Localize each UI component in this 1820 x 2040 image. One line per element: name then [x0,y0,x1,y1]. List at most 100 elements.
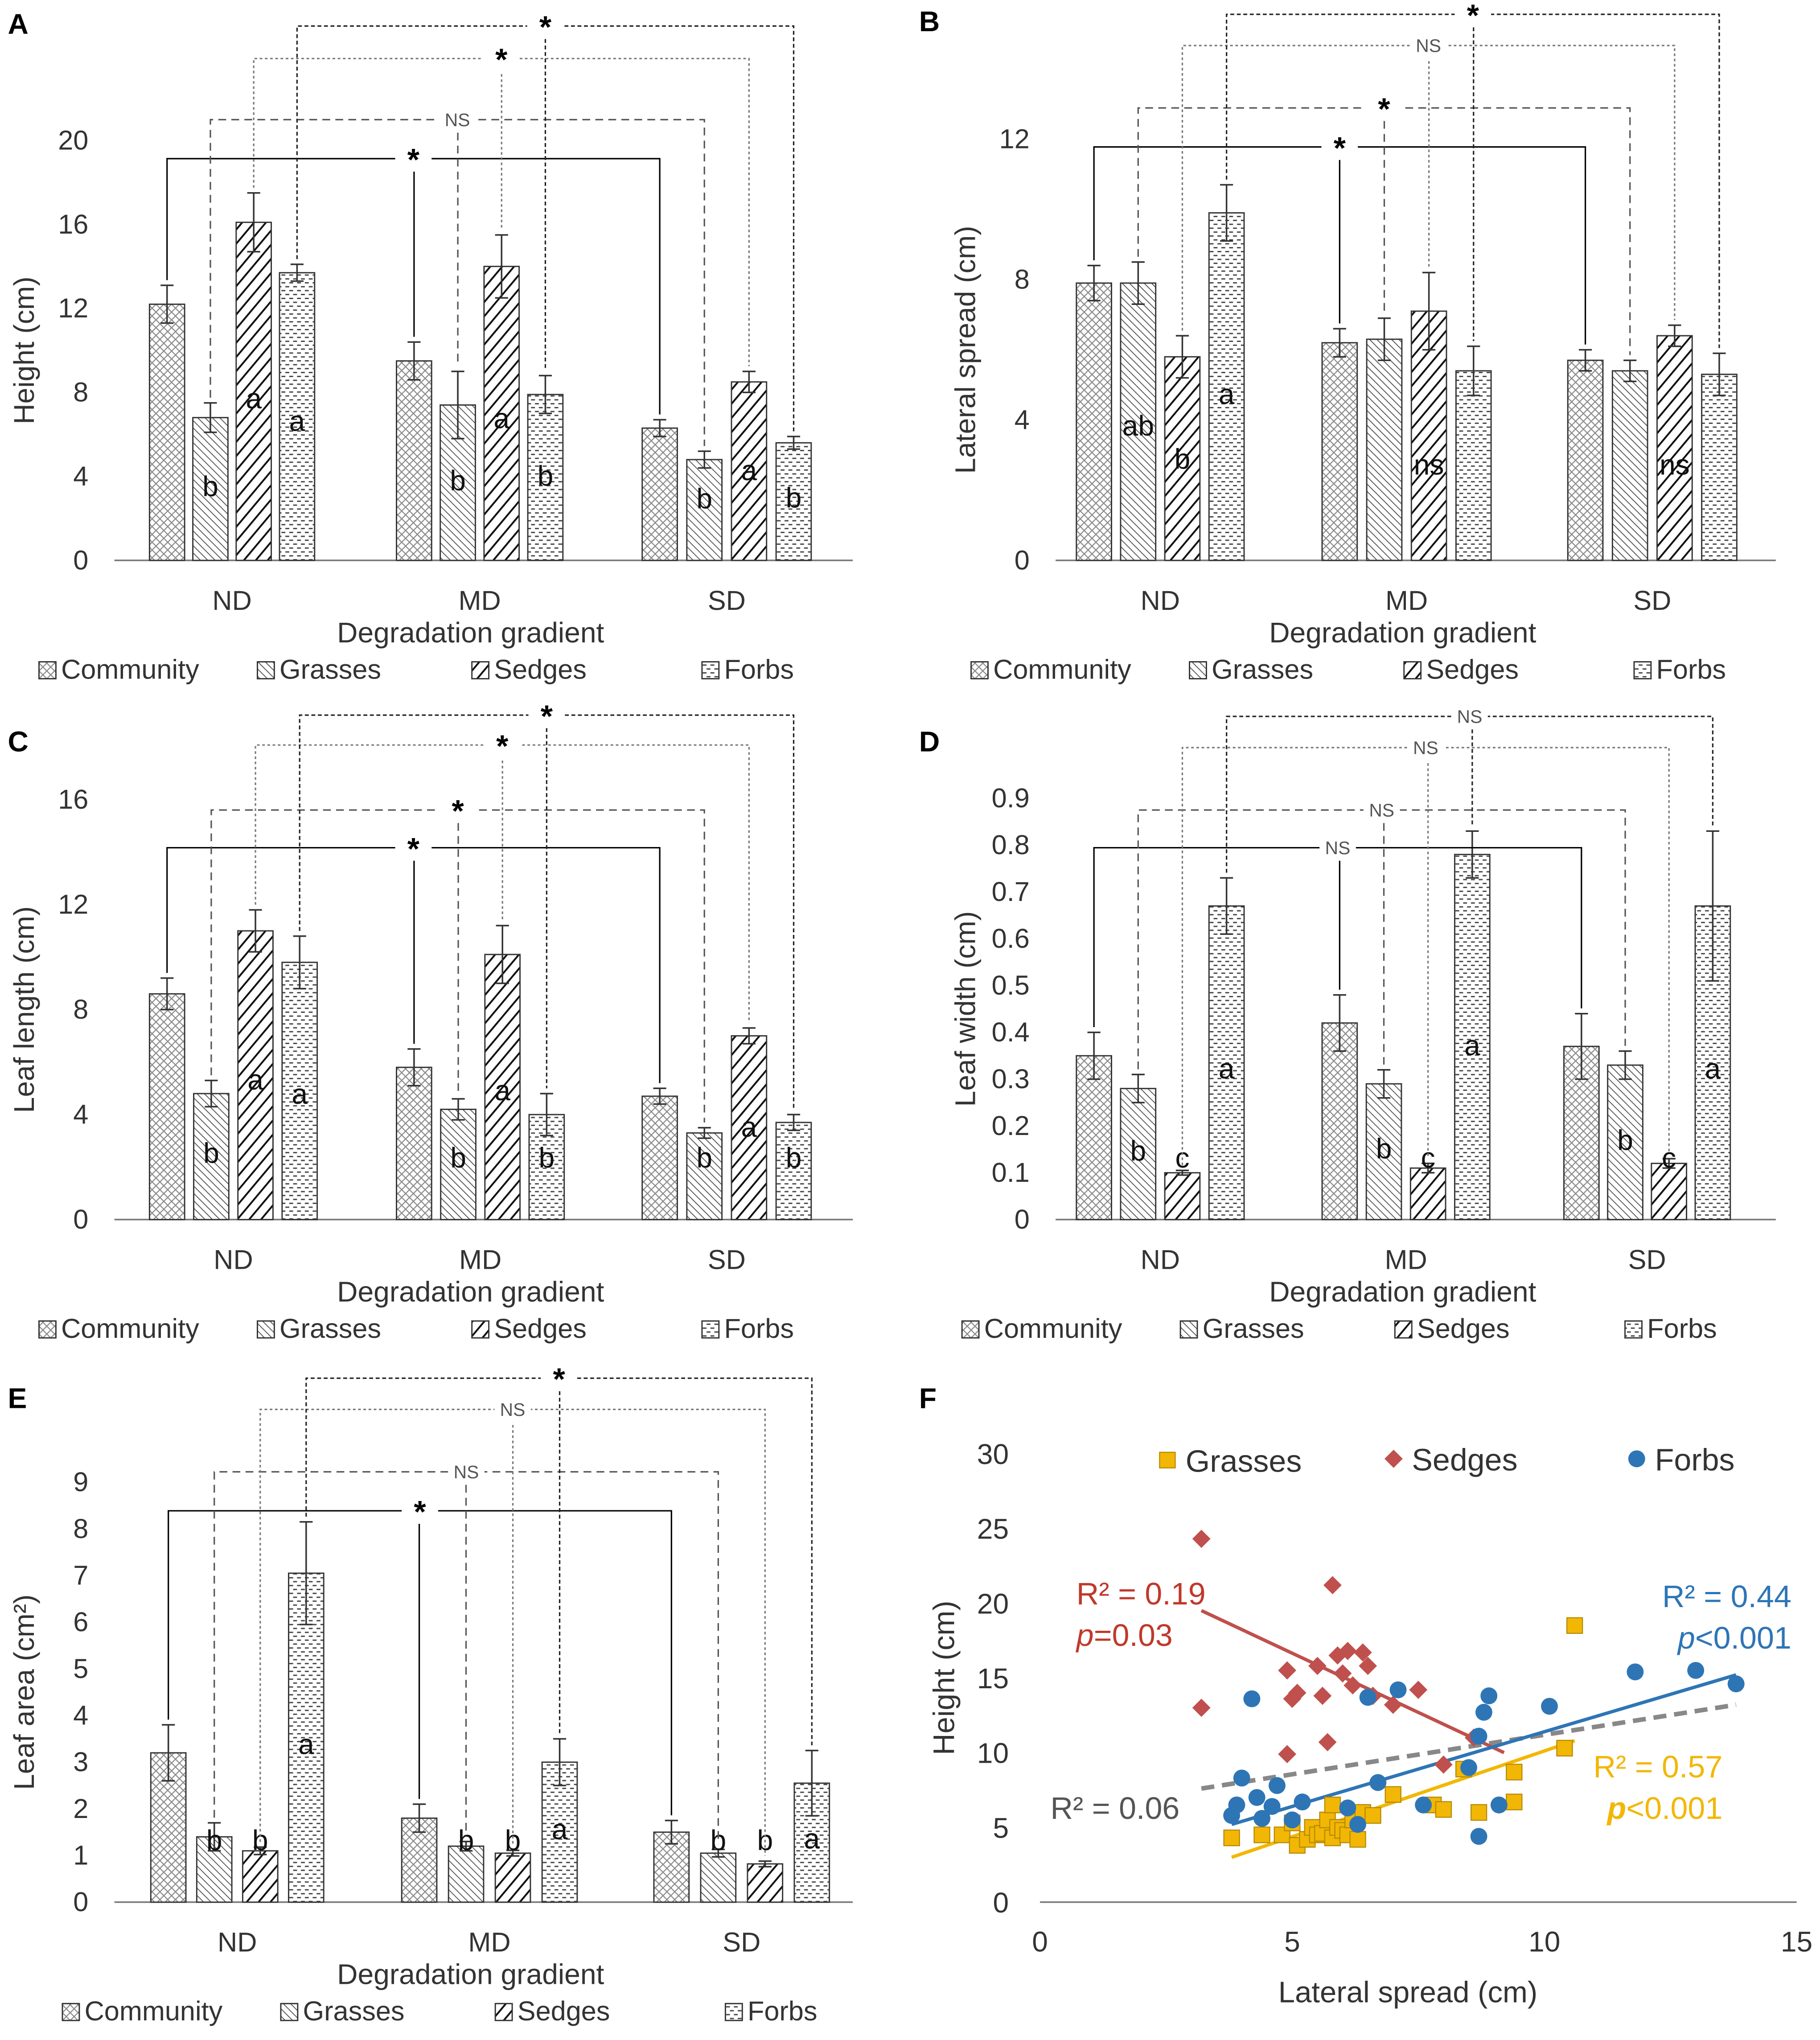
x-tick-label: 10 [1528,1926,1560,1958]
y-tick-label: 0.9 [992,783,1030,813]
bar-e-sedges-0 [242,1850,279,1903]
group-label: MD [459,1244,501,1275]
point-forbs [1339,1799,1356,1817]
legend-swatch-forbs [701,661,720,679]
legend-label-community: Community [85,1996,223,2026]
y-tick-label: 0.6 [992,923,1030,954]
significance-letter: c [1662,1142,1676,1174]
panel-letter-d: D [919,726,940,758]
point-sedges [1333,1664,1352,1683]
y-tick-label: 16 [58,784,88,814]
p-value-label-grasses: p<0.001 [1606,1791,1723,1826]
y-tick-label: 9 [73,1467,88,1497]
legend-swatch-sedges [494,2003,513,2021]
significance-letter: ab [1122,410,1154,442]
y-tick-label: 0.3 [992,1064,1030,1094]
r2-label-overall: R² = 0.06 [1050,1791,1179,1826]
bar-c-community-1 [396,1066,432,1221]
point-forbs [1480,1687,1498,1704]
significance-letter: a [1705,1053,1721,1085]
bar-a-community-1 [396,360,432,561]
bar-a-community-2 [641,427,678,561]
point-sedges [1288,1683,1306,1702]
significance-letter: b [710,1824,726,1856]
legend-swatch-community [38,1320,57,1339]
legend-swatch-community [62,2003,80,2021]
group-label: SD [1633,585,1671,616]
point-grasses [1324,1797,1341,1814]
bar-d-forbs-2 [1694,905,1731,1221]
significance-bracket [1226,716,1713,873]
point-sedges [1318,1733,1337,1752]
significance-star: * [1467,0,1479,33]
significance-star: * [495,42,508,77]
legend-label-forbs: Forbs [1655,1443,1735,1477]
y-tick-label: 12 [58,293,88,323]
legend-label-forbs: Forbs [724,654,794,684]
significance-letter: b [203,1137,219,1169]
point-grasses [1506,1764,1523,1781]
legend-label-sedges: Sedges [518,1996,610,2026]
y-tick-label: 0 [73,1887,88,1917]
significance-bracket [1093,847,1582,1028]
significance-bracket [259,1408,766,1856]
bar-b-forbs-2 [1701,374,1738,561]
panel-d-leaf-width-chart: 0 0.1 0.2 0.3 0.4 0.5 0.6 0.7 0.8 0.9 Leaf width (… [949,703,1776,1344]
point-grasses [1349,1831,1366,1848]
significance-letter: a [741,1111,757,1143]
significance-letter: a [493,402,509,434]
y-axis-label: Leaf area (cm²) [8,1595,40,1790]
legend-marker-forbs [1628,1450,1645,1468]
panel-letter-e: E [8,1382,27,1415]
y-tick-label: 8 [1015,264,1030,295]
sig-label-bg [395,145,432,172]
significance-letter: a [246,382,262,415]
significance-star: * [1378,91,1390,126]
bar-a-forbs-1 [527,394,564,561]
sig-label-bg [494,1396,531,1423]
bar-b-community-2 [1567,359,1604,561]
bar-c-grasses-1 [440,1108,477,1221]
y-tick-label: 5 [73,1653,88,1684]
significance-bracket [1137,809,1626,1069]
significance-star: * [1334,131,1346,165]
group-label: MD [1385,1244,1427,1275]
point-sedges [1278,1745,1297,1764]
legend-swatch-forbs [1624,1320,1643,1339]
legend-label-sedges: Sedges [1417,1313,1510,1344]
group-label: MD [459,585,501,616]
sig-label-bg [1454,1,1491,28]
legend-label-sedges: Sedges [1426,654,1519,684]
point-forbs [1349,1816,1366,1833]
bar-a-grasses-1 [440,404,476,561]
significance-letter: b [505,1824,521,1856]
y-tick-label: 8 [73,994,88,1024]
y-tick-label: 0 [1015,545,1030,575]
legend-label-sedges: Sedges [494,654,587,684]
point-sedges [1323,1576,1342,1595]
significance-letter: ns [1660,449,1690,481]
sig-label-bg [1407,734,1444,761]
y-tick-label: 4 [73,461,88,491]
group-label: ND [212,585,251,616]
legend-label-community: Community [984,1313,1122,1344]
significance-letter: a [247,1064,263,1096]
y-tick-label: 0.7 [992,876,1030,907]
legend-label-forbs: Forbs [748,1996,818,2026]
point-sedges [1353,1643,1372,1662]
bar-b-community-0 [1076,282,1113,561]
bar-e-sedges-1 [494,1852,531,1903]
panel-a-height-chart: 0 4 8 12 16 20 Height (cm) ND MD SD Degradation gr… [8,10,853,684]
significance-letter: b [1617,1124,1633,1156]
bar-d-grasses-0 [1120,1088,1157,1221]
group-label: SD [723,1927,760,1958]
sig-label-bg [395,835,432,861]
legend-swatch-forbs [724,2003,743,2021]
legend-label-sedges: Sedges [494,1313,587,1344]
y-tick-label: 1 [73,1840,88,1871]
y-tick-label: 4 [73,1700,88,1731]
panel-e-leaf-area-chart: 0 1 2 3 4 5 6 7 8 9 Leaf area (cm²) ND MD SD Degradati… [8,1362,853,2026]
group-label: ND [218,1927,257,1958]
y-tick-label: 0.8 [992,830,1030,860]
sig-label-bg [528,702,565,728]
